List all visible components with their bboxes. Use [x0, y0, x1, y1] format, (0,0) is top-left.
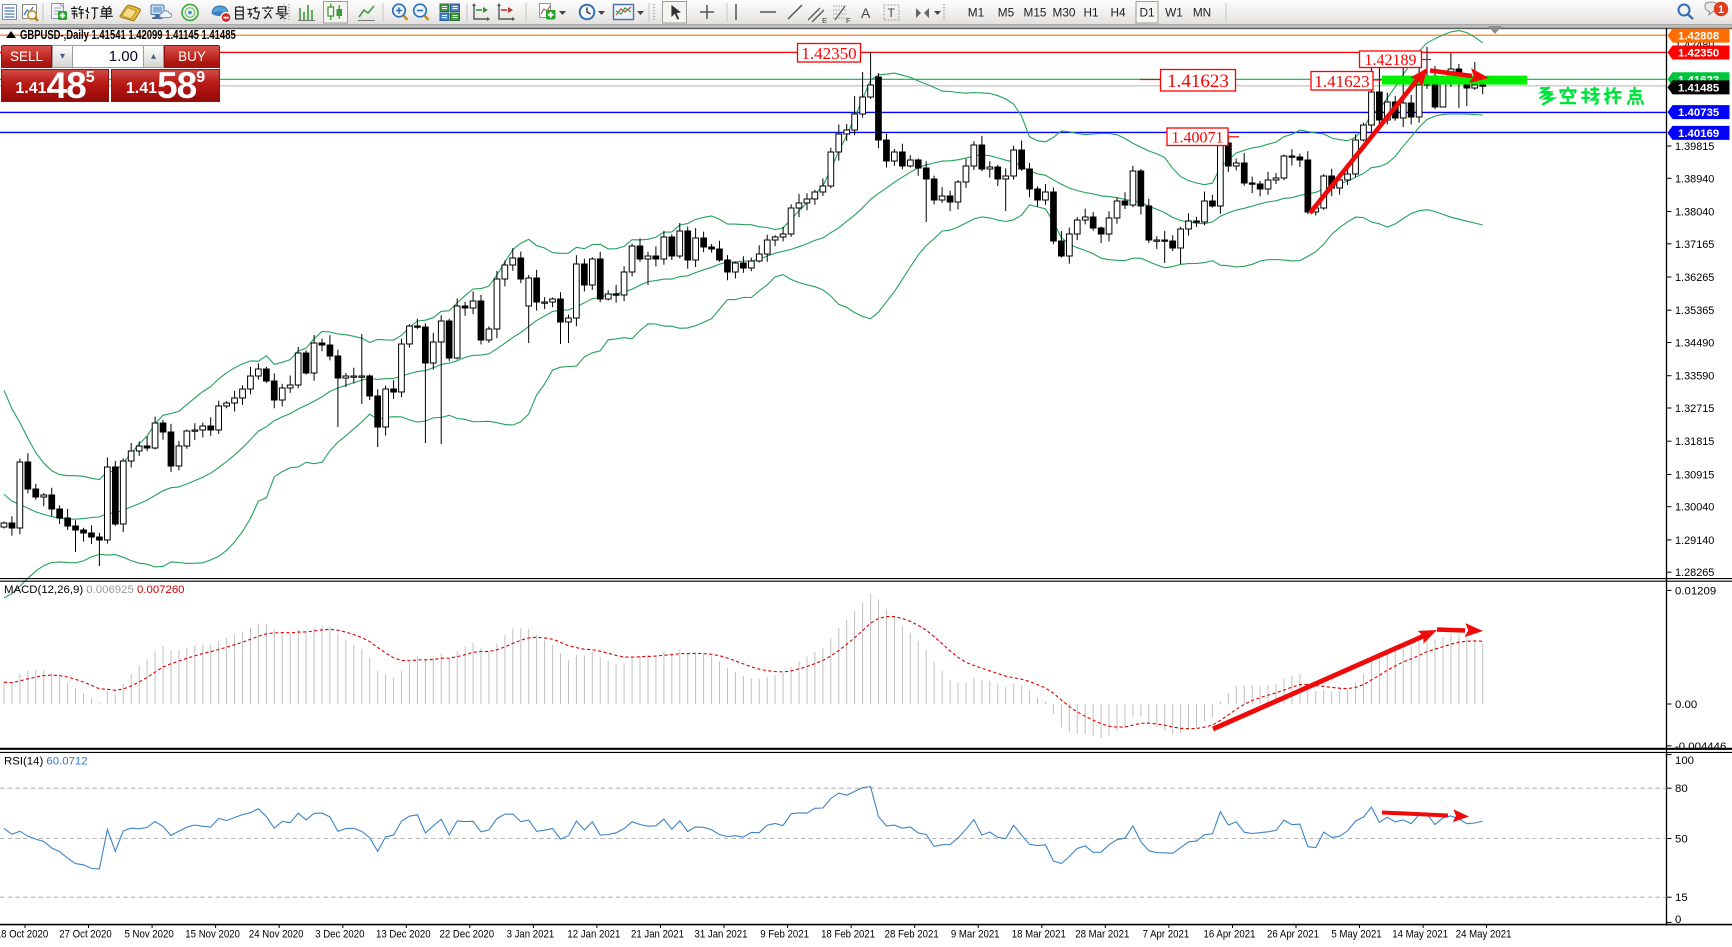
svg-text:1.41623: 1.41623 — [1167, 71, 1229, 92]
svg-text:1.36265: 1.36265 — [1675, 272, 1714, 284]
svg-text:H4: H4 — [1110, 6, 1126, 20]
svg-text:1.42189: 1.42189 — [1365, 52, 1417, 69]
svg-text:5 Nov 2020: 5 Nov 2020 — [124, 929, 173, 941]
svg-text:MN: MN — [1193, 6, 1211, 20]
svg-text:1.30915: 1.30915 — [1675, 469, 1714, 481]
svg-text:H1: H1 — [1083, 6, 1098, 20]
svg-text:-0.004446: -0.004446 — [1675, 741, 1726, 753]
svg-text:1.28265: 1.28265 — [1675, 567, 1714, 579]
svg-text:14 May 2021: 14 May 2021 — [1392, 929, 1448, 941]
svg-text:1.40071: 1.40071 — [1172, 130, 1224, 147]
svg-text:16 Apr 2021: 16 Apr 2021 — [1204, 929, 1256, 941]
svg-text:27 Oct 2020: 27 Oct 2020 — [59, 929, 112, 941]
svg-text:3 Jan 2021: 3 Jan 2021 — [507, 929, 555, 941]
svg-text:13 Dec 2020: 13 Dec 2020 — [376, 929, 431, 941]
svg-text:15 Nov 2020: 15 Nov 2020 — [185, 929, 240, 941]
svg-text:1.35365: 1.35365 — [1675, 305, 1714, 317]
svg-text:7 Apr 2021: 7 Apr 2021 — [1143, 929, 1190, 941]
svg-text:0: 0 — [1675, 914, 1681, 926]
svg-text:1.41485: 1.41485 — [1678, 82, 1720, 94]
svg-text:1.29140: 1.29140 — [1675, 535, 1714, 547]
svg-text:28 Feb 2021: 28 Feb 2021 — [885, 929, 939, 941]
svg-text:0.00: 0.00 — [1675, 699, 1697, 711]
svg-text:80: 80 — [1675, 783, 1688, 795]
svg-text:A: A — [861, 5, 871, 21]
svg-text:0.01209: 0.01209 — [1675, 585, 1716, 597]
svg-text:F: F — [846, 16, 851, 25]
svg-text:26 Apr 2021: 26 Apr 2021 — [1267, 929, 1319, 941]
svg-text:M1: M1 — [968, 6, 984, 20]
svg-text:1.37165: 1.37165 — [1675, 239, 1714, 251]
svg-text:1.33590: 1.33590 — [1675, 371, 1714, 383]
svg-text:GBPUSD-,Daily 1.41541 1.42099: GBPUSD-,Daily 1.41541 1.42099 1.41145 1.… — [20, 29, 236, 43]
svg-text:RSI(14) 60.0712: RSI(14) 60.0712 — [4, 756, 88, 768]
svg-text:1.31815: 1.31815 — [1675, 436, 1714, 448]
svg-text:18 Oct 2020: 18 Oct 2020 — [0, 929, 48, 941]
svg-text:1.30040: 1.30040 — [1675, 502, 1714, 514]
svg-text:1.42808: 1.42808 — [1678, 31, 1719, 43]
svg-text:M5: M5 — [998, 6, 1015, 20]
svg-text:1.40735: 1.40735 — [1678, 107, 1720, 119]
svg-text:D1: D1 — [1139, 6, 1154, 20]
svg-text:1.39815: 1.39815 — [1675, 141, 1714, 153]
svg-text:E: E — [822, 16, 827, 25]
svg-text:1.34490: 1.34490 — [1675, 338, 1714, 350]
svg-text:1: 1 — [1718, 4, 1724, 16]
svg-text:W1: W1 — [1165, 6, 1183, 20]
svg-text:50: 50 — [1675, 834, 1688, 846]
svg-text:MACD(12,26,9) 0.006925 0.00726: MACD(12,26,9) 0.006925 0.007260 — [4, 584, 185, 596]
svg-text:5 May 2021: 5 May 2021 — [1331, 929, 1381, 941]
svg-text:24 Nov 2020: 24 Nov 2020 — [249, 929, 304, 941]
svg-text:15: 15 — [1675, 892, 1688, 904]
svg-text:28 Mar 2021: 28 Mar 2021 — [1075, 929, 1129, 941]
svg-text:9 Mar 2021: 9 Mar 2021 — [951, 929, 1000, 941]
svg-text:24 May 2021: 24 May 2021 — [1456, 929, 1512, 941]
svg-text:1.38940: 1.38940 — [1675, 173, 1714, 185]
svg-text:1.40169: 1.40169 — [1678, 128, 1719, 140]
svg-text:100: 100 — [1675, 755, 1694, 767]
svg-text:1.38040: 1.38040 — [1675, 207, 1714, 219]
svg-text:3 Dec 2020: 3 Dec 2020 — [315, 929, 364, 941]
svg-text:18 Feb 2021: 18 Feb 2021 — [821, 929, 875, 941]
svg-text:1.42350: 1.42350 — [1678, 48, 1719, 60]
svg-text:9 Feb 2021: 9 Feb 2021 — [760, 929, 809, 941]
svg-text:12 Jan 2021: 12 Jan 2021 — [567, 929, 620, 941]
svg-text:21 Jan 2021: 21 Jan 2021 — [631, 929, 684, 941]
svg-text:1.32715: 1.32715 — [1675, 403, 1714, 415]
svg-text:1.42350: 1.42350 — [801, 44, 856, 63]
svg-text:M30: M30 — [1053, 6, 1076, 20]
svg-text:T: T — [888, 6, 896, 20]
svg-text:M15: M15 — [1024, 6, 1047, 20]
svg-text:22 Dec 2020: 22 Dec 2020 — [440, 929, 495, 941]
svg-text:1.41623: 1.41623 — [1314, 72, 1369, 91]
svg-text:18 Mar 2021: 18 Mar 2021 — [1012, 929, 1066, 941]
svg-text:31 Jan 2021: 31 Jan 2021 — [695, 929, 748, 941]
